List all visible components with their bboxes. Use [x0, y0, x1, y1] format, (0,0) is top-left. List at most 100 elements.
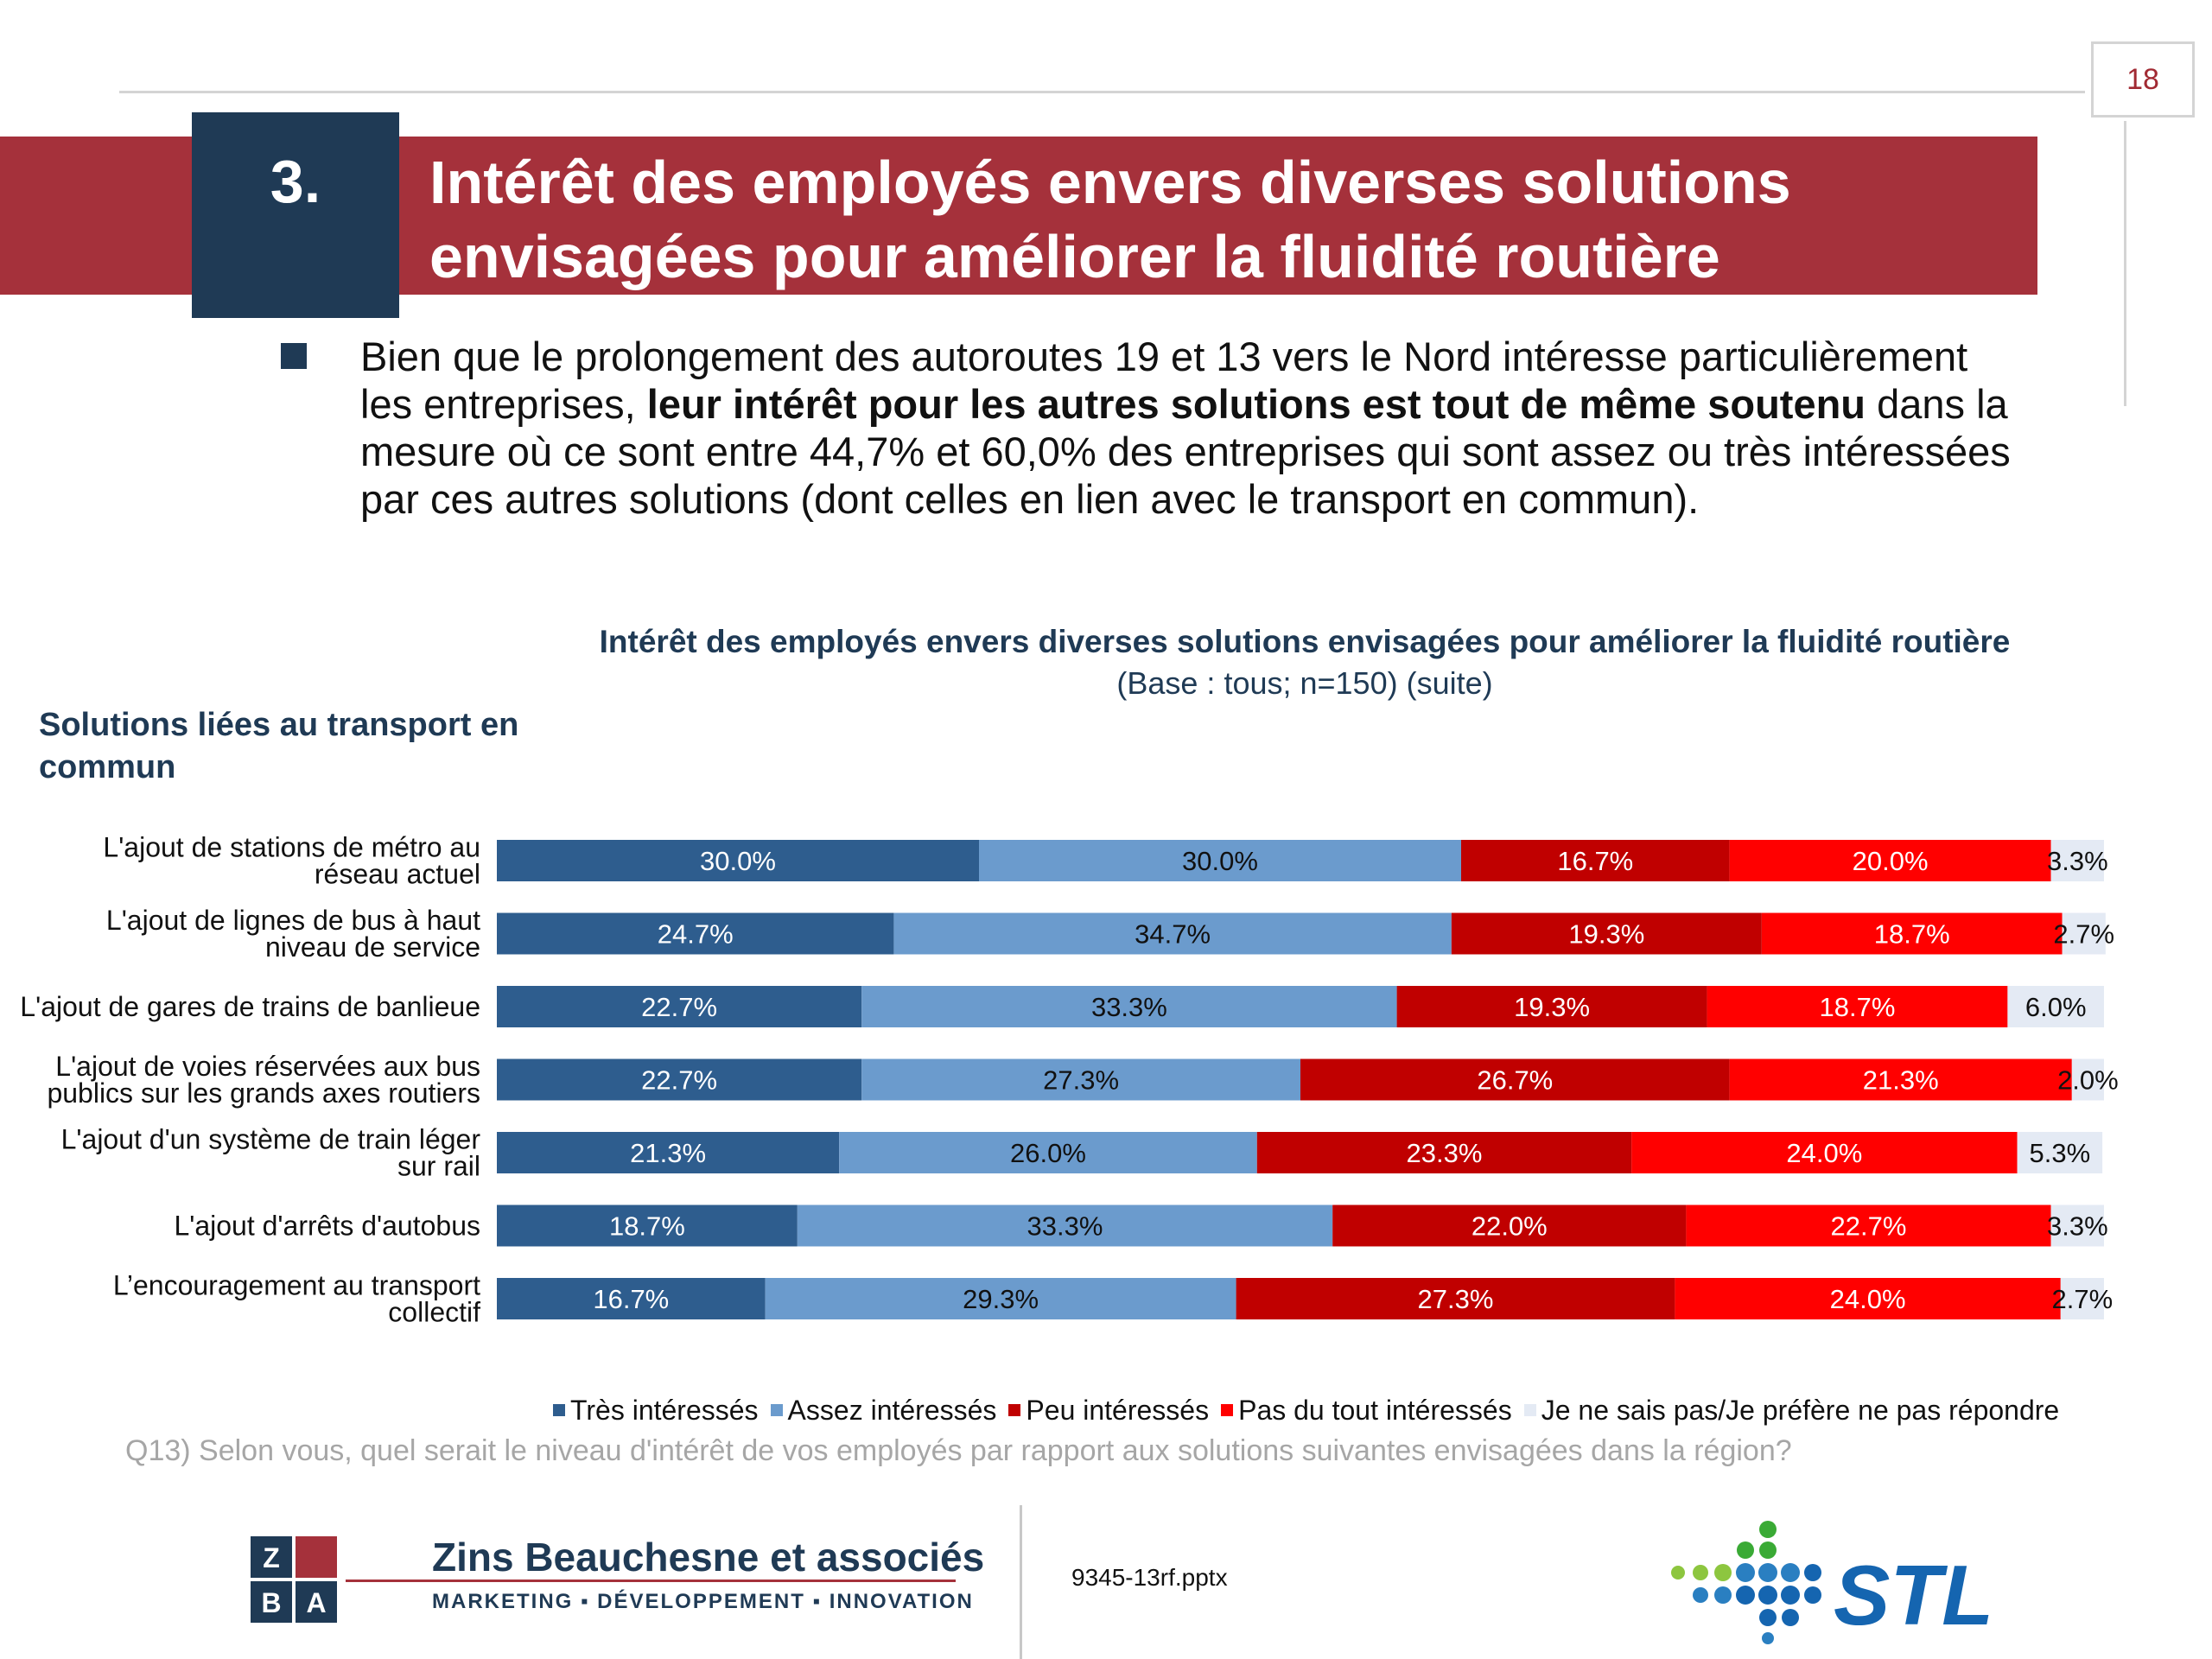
zba-logo-letter-z: Z [263, 1542, 280, 1573]
bar-segment [1631, 1132, 2018, 1173]
bar-segment [1396, 986, 1707, 1027]
bullet-text-part-1: Bien que le prolongement des autoroutes … [360, 334, 1968, 427]
bar-segment [1729, 840, 2051, 881]
zba-logo: Z B A [251, 1536, 337, 1623]
category-label-line: L'ajout d'arrêts d'autobus [174, 1211, 480, 1242]
bullet-square-icon [281, 343, 307, 369]
bar-segment [1707, 986, 2008, 1027]
chart-title: Intérêt des employés envers diverses sol… [599, 624, 2011, 659]
stl-dots-icon [1671, 1521, 1821, 1644]
data-label: 26.7% [1477, 1065, 1553, 1096]
slide-title-line-2: envisagées pour améliorer la fluidité ro… [429, 223, 1720, 290]
bar-segment [1300, 1058, 1730, 1101]
bar-segment [1451, 912, 1762, 955]
data-label: 19.3% [1514, 992, 1590, 1022]
bar-segment [1332, 1205, 1687, 1247]
slide-title-line-1: Intérêt des employés envers diverses sol… [429, 149, 1791, 216]
bullet-text-bold: leur intérêt pour les autres solutions e… [646, 381, 1866, 427]
data-label: 21.3% [630, 1138, 706, 1168]
data-label: 23.3% [1407, 1138, 1483, 1168]
category-label: L'ajout d'un système de train léger sur r… [61, 1124, 481, 1182]
bar-segment [497, 1132, 840, 1173]
category-label-line: L'ajout de voies réservées aux bus [55, 1051, 480, 1082]
data-label: 24.0% [1830, 1284, 1906, 1314]
data-label: 18.7% [609, 1211, 685, 1242]
zba-logo-letter-a: A [306, 1587, 326, 1618]
bar-segment [861, 986, 1397, 1027]
bar-segment [839, 1132, 1257, 1173]
legend-item: Je ne sais pas/Je préfère ne pas répondr… [1523, 1394, 2060, 1427]
bar-segment [2050, 1205, 2104, 1247]
bar-segment [861, 1058, 1300, 1101]
bar-segment [2007, 986, 2104, 1027]
bar-segment [1761, 912, 2063, 955]
category-label-line: L'ajout d'un système de train léger [61, 1124, 481, 1155]
data-label: 22.7% [641, 992, 717, 1022]
data-label: 29.3% [963, 1284, 1039, 1314]
data-label: 34.7% [1135, 919, 1211, 950]
data-label: 18.7% [1874, 919, 1950, 950]
bar-segment [497, 986, 862, 1027]
chart-subtitle: (Base : tous; n=150) (suite) [1116, 665, 1493, 701]
bar-segment [497, 912, 894, 955]
category-label: L'ajout de stations de métro au réseau ac… [103, 832, 480, 890]
data-label: 2.7% [2052, 1284, 2113, 1314]
category-label: L'ajout de voies réservées aux bus public… [47, 1051, 480, 1109]
data-label: 6.0% [2025, 992, 2087, 1022]
category-label-line: L'ajout de stations de métro au [103, 832, 480, 863]
bar-segment [1236, 1278, 1675, 1319]
category-label-line: niveau de service [265, 931, 480, 963]
bar-segment [497, 1205, 798, 1247]
category-label-line: L'ajout de lignes de bus à haut [106, 905, 480, 936]
margin-rule [2124, 121, 2126, 406]
legend-label: Je ne sais pas/Je préfère ne pas répondr… [1541, 1394, 2060, 1426]
stacked-bar-chart: L'ajout de stations de métro au réseau ac… [20, 832, 2119, 1328]
data-label: 30.0% [1182, 846, 1258, 876]
legend-item: Peu intéressés [1008, 1395, 1209, 1427]
bar-segment [2050, 840, 2104, 881]
data-label: 33.3% [1091, 992, 1167, 1022]
category-label: L'ajout de gares de trains de banlieue [20, 991, 480, 1022]
company-tagline: MARKETING ▪ DÉVELOPPEMENT ▪ INNOVATION [432, 1590, 974, 1613]
chart-legend: Très intéressés Assez intéressés Peu intér… [553, 1391, 2195, 1429]
category-label-line: L'ajout de gares de trains de banlieue [20, 991, 480, 1022]
legend-swatch [1523, 1404, 1536, 1416]
bar-segment [497, 1278, 766, 1319]
data-label: 21.3% [1863, 1065, 1939, 1096]
section-number-box [192, 112, 399, 318]
legend-swatch [1008, 1404, 1021, 1416]
bar-segment [797, 1205, 1333, 1247]
category-heading: Solutions liées au transport en commun [39, 707, 519, 785]
bar-segment [1686, 1205, 2051, 1247]
data-label: 22.7% [1831, 1211, 1907, 1242]
category-label: L'ajout de lignes de bus à haut niveau de… [106, 905, 480, 963]
company-name: Zins Beauchesne et associés [432, 1535, 985, 1580]
bar-segment [1461, 840, 1730, 881]
data-label: 3.3% [2047, 846, 2108, 876]
legend-swatch [553, 1404, 565, 1416]
legend-label: Peu intéressés [1026, 1394, 1210, 1426]
bar-segment [1675, 1278, 2061, 1319]
bullet-text: Bien que le prolongement des autoroutes … [360, 333, 2028, 523]
bar-segment [1256, 1132, 1632, 1173]
legend-label: Assez intéressés [787, 1394, 997, 1426]
zba-logo-letter-b: B [261, 1587, 281, 1618]
category-label: L'ajout d'arrêts d'autobus [174, 1211, 480, 1242]
bar-segment [979, 840, 1461, 881]
legend-item: Très intéressés [553, 1395, 759, 1427]
data-label: 16.7% [593, 1284, 669, 1314]
stl-logo-text: STL [1834, 1548, 1993, 1643]
question-note: Q13) Selon vous, quel serait le niveau d… [125, 1434, 1792, 1467]
data-label: 26.0% [1010, 1138, 1086, 1168]
file-name: 9345-13rf.pptx [1071, 1564, 1228, 1591]
data-label: 16.7% [1557, 846, 1633, 876]
section-number: 3. [270, 148, 321, 215]
category-label-line: L’encouragement au transport [113, 1270, 480, 1301]
legend-item: Assez intéressés [770, 1394, 997, 1427]
legend-label: Très intéressés [570, 1394, 759, 1426]
category-label-line: collectif [388, 1297, 480, 1328]
data-label: 24.0% [1786, 1138, 1862, 1168]
data-label: 27.3% [1043, 1065, 1119, 1096]
data-label: 2.0% [2057, 1065, 2119, 1096]
bar-segment [497, 1058, 862, 1101]
